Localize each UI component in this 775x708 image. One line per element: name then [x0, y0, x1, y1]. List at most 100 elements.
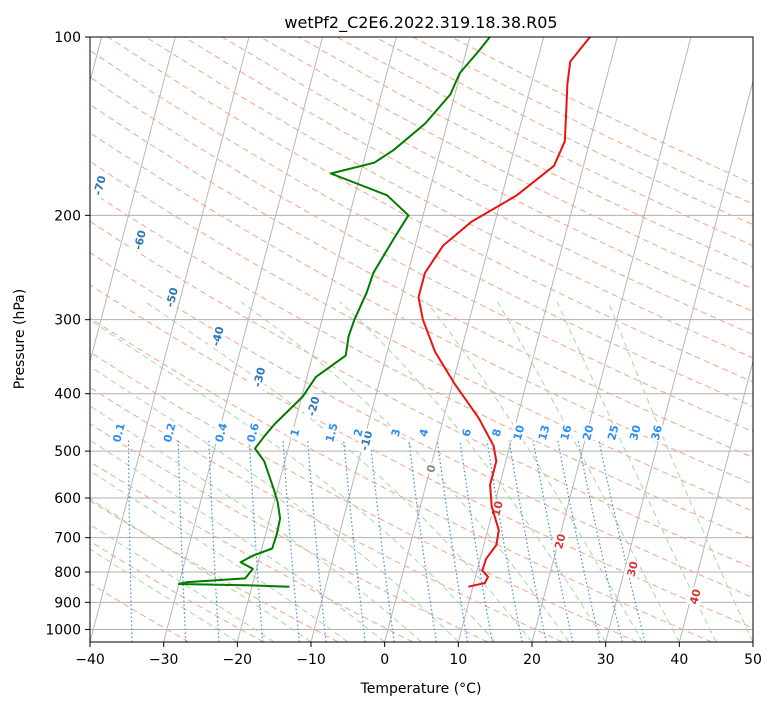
- dry-adiabat-line: [260, 37, 753, 290]
- mixing-ratio-line: [508, 440, 547, 642]
- dry-adiabat-label: -30: [251, 366, 269, 389]
- x-tick-label: 0: [380, 652, 389, 668]
- moist-adiabat-line: [144, 301, 533, 642]
- mixing-ratio-line: [282, 440, 300, 642]
- moist-adiabat-label: 0: [424, 463, 439, 474]
- isotherm-grid: [90, 37, 753, 642]
- dry-adiabats: [90, 37, 753, 642]
- moist-adiabat-line: [90, 498, 312, 642]
- y-tick-label: 900: [54, 595, 81, 611]
- x-tick-label: 50: [744, 652, 762, 668]
- mixing-ratio-label-group: 16: [556, 422, 575, 443]
- mixing-ratio-label-group: 2: [349, 425, 367, 440]
- isotherm-line: [90, 37, 250, 642]
- mixing-ratio-label: 0.1: [110, 422, 128, 444]
- mixing-ratio-label-group: 3: [387, 425, 404, 440]
- moist-adiabat-label-background: [686, 586, 704, 607]
- moist-adiabat-label-group: 40: [686, 586, 704, 607]
- dewpoint-profile-line: [177, 37, 491, 588]
- mixing-ratio-label-group: 4: [415, 425, 432, 440]
- isoline-labels: -100-90-80-70-60-50-40-30-20-10010203040…: [34, 128, 704, 607]
- mixing-ratio-label-group: 0.6: [242, 419, 263, 446]
- x-tick-label: 10: [449, 652, 467, 668]
- x-tick-label: −10: [296, 652, 326, 668]
- mixing-ratio-line: [127, 440, 133, 642]
- mixing-ratio-line: [486, 440, 523, 642]
- dry-adiabat-line: [90, 540, 264, 642]
- x-tick-label: 30: [597, 652, 615, 668]
- temperature-profile-line: [417, 37, 591, 588]
- mixing-ratio-label: 0.2: [161, 422, 179, 444]
- mixing-ratio-line: [208, 440, 220, 642]
- mixing-ratio-line: [557, 440, 601, 642]
- mixing-ratio-label: 8: [490, 427, 505, 438]
- dry-adiabat-line: [222, 37, 753, 313]
- dry-adiabat-label-background: [207, 323, 228, 350]
- dry-adiabat-line: [90, 582, 190, 642]
- dry-adiabat-label-group: -40: [207, 323, 228, 350]
- dry-adiabat-line: [90, 284, 753, 629]
- mixing-ratio-label-background: [159, 419, 180, 446]
- dry-adiabat-line: [90, 76, 753, 433]
- y-tick-label: 1000: [45, 622, 81, 638]
- moist-adiabat-label: 30: [625, 560, 642, 578]
- mixing-ratio-label-group: 13: [534, 422, 553, 443]
- mixing-ratio-label-background: [534, 422, 553, 443]
- mixing-ratio-line: [577, 440, 623, 642]
- mixing-ratio-label: 13: [536, 424, 552, 442]
- dry-adiabat-label-group: -80: [34, 128, 54, 155]
- moist-adiabat-label-background: [488, 498, 507, 519]
- mixing-ratio-label-group: 0.2: [159, 419, 180, 446]
- dry-adiabat-label-background: [249, 363, 269, 391]
- moist-adiabat-line: [607, 301, 753, 642]
- isotherm-line: [457, 37, 618, 642]
- mixing-ratio-label: 4: [417, 427, 432, 438]
- mixing-ratio-label-group: 1.5: [321, 419, 342, 446]
- mixing-ratio-label: 0.6: [244, 421, 262, 443]
- moist-adiabat-line: [556, 301, 717, 642]
- moist-adiabat-line: [90, 319, 496, 642]
- mixing-ratio-label: 3: [389, 427, 404, 438]
- x-axis-label: Temperature (°C): [360, 681, 482, 697]
- moist-adiabat-line: [90, 365, 459, 642]
- mixing-ratio-label-group: 0.1: [108, 419, 129, 446]
- dry-adiabat-line: [107, 37, 753, 383]
- x-tick-label: 20: [523, 652, 541, 668]
- moist-adiabat-label: 40: [687, 587, 704, 605]
- dry-adiabat-label-group: -60: [129, 226, 150, 254]
- y-tick-label: 200: [54, 208, 81, 224]
- dry-adiabat-line: [90, 220, 753, 569]
- y-tick-label: 700: [54, 531, 81, 547]
- mixing-ratio-label-group: 30: [626, 422, 644, 443]
- isobar-grid: [90, 37, 753, 630]
- mixing-ratio-label: 10: [511, 423, 528, 441]
- mixing-ratio-label-background: [387, 425, 404, 440]
- y-tick-label: 300: [54, 313, 81, 329]
- y-tick-label: 800: [54, 565, 81, 581]
- moist-adiabats: [90, 301, 753, 642]
- sounding-series: [177, 37, 591, 588]
- y-tick-label: 100: [54, 30, 81, 46]
- moist-adiabat-label-background: [623, 558, 642, 579]
- dry-adiabat-label: -20: [305, 395, 323, 418]
- moist-adiabat-label-background: [550, 531, 569, 552]
- mixing-ratio-label-group: 25: [603, 422, 622, 443]
- moist-adiabat-line: [339, 301, 607, 642]
- mixing-ratio-label: 16: [558, 423, 575, 441]
- mixing-ratio-line: [307, 440, 327, 642]
- moist-adiabat-line: [497, 301, 680, 642]
- y-axis-label: Pressure (hPa): [12, 289, 28, 389]
- mixing-ratio-label: 6: [460, 427, 475, 438]
- moist-adiabat-label-group: 30: [623, 558, 642, 579]
- mixing-ratio-label-group: 6: [458, 425, 475, 440]
- mixing-ratio-label: 30: [627, 423, 644, 441]
- mixing-ratio-line: [459, 440, 493, 642]
- mixing-ratio-label-background: [488, 425, 505, 440]
- chart-title: wetPf2_C2E6.2022.319.18.38.R05: [284, 13, 557, 33]
- plot-frame: [89, 36, 754, 643]
- mixing-ratio-label-background: [321, 419, 342, 446]
- dry-adiabat-label: -50: [163, 286, 181, 309]
- moist-adiabat-label-group: 20: [550, 531, 569, 552]
- x-tick-label: −20: [223, 652, 253, 668]
